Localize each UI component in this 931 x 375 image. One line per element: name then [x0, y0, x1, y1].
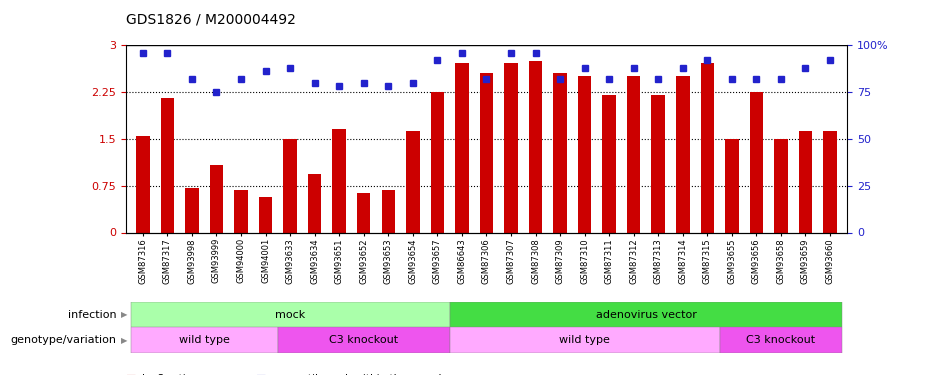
- Bar: [553, 73, 567, 232]
- Text: ▶: ▶: [121, 310, 128, 319]
- Bar: [652, 95, 665, 232]
- Bar: [676, 76, 690, 232]
- Bar: [277, 327, 450, 353]
- Bar: [130, 327, 277, 353]
- Bar: [209, 165, 223, 232]
- Bar: [431, 92, 444, 232]
- Bar: [479, 73, 493, 232]
- Bar: [136, 136, 150, 232]
- Bar: [725, 139, 738, 232]
- Bar: [720, 327, 843, 353]
- Bar: [235, 190, 248, 232]
- Bar: [357, 193, 371, 232]
- Bar: [450, 302, 843, 327]
- Bar: [406, 131, 420, 232]
- Bar: [529, 61, 542, 232]
- Bar: [185, 188, 198, 232]
- Bar: [130, 302, 450, 327]
- Bar: [799, 130, 812, 232]
- Text: C3 knockout: C3 knockout: [747, 335, 816, 345]
- Text: ■: ■: [126, 374, 136, 375]
- Text: genotype/variation: genotype/variation: [10, 335, 116, 345]
- Bar: [505, 63, 518, 232]
- Text: ■: ■: [256, 374, 266, 375]
- Bar: [749, 92, 763, 232]
- Bar: [259, 197, 273, 232]
- Text: log2 ratio: log2 ratio: [142, 374, 192, 375]
- Bar: [308, 174, 321, 232]
- Text: mock: mock: [275, 310, 305, 320]
- Text: wild type: wild type: [179, 335, 230, 345]
- Bar: [823, 131, 837, 232]
- Bar: [578, 76, 591, 232]
- Text: wild type: wild type: [560, 335, 610, 345]
- Text: adenovirus vector: adenovirus vector: [596, 310, 696, 320]
- Bar: [602, 95, 616, 232]
- Bar: [382, 190, 395, 232]
- Bar: [283, 139, 297, 232]
- Text: GDS1826 / M200004492: GDS1826 / M200004492: [126, 12, 295, 26]
- Bar: [775, 139, 788, 232]
- Bar: [455, 63, 468, 232]
- Bar: [332, 129, 346, 232]
- Bar: [700, 63, 714, 232]
- Bar: [450, 327, 720, 353]
- Bar: [627, 76, 641, 232]
- Text: ▶: ▶: [121, 336, 128, 345]
- Bar: [161, 98, 174, 232]
- Text: infection: infection: [68, 310, 116, 320]
- Text: percentile rank within the sample: percentile rank within the sample: [272, 374, 448, 375]
- Text: C3 knockout: C3 knockout: [330, 335, 398, 345]
